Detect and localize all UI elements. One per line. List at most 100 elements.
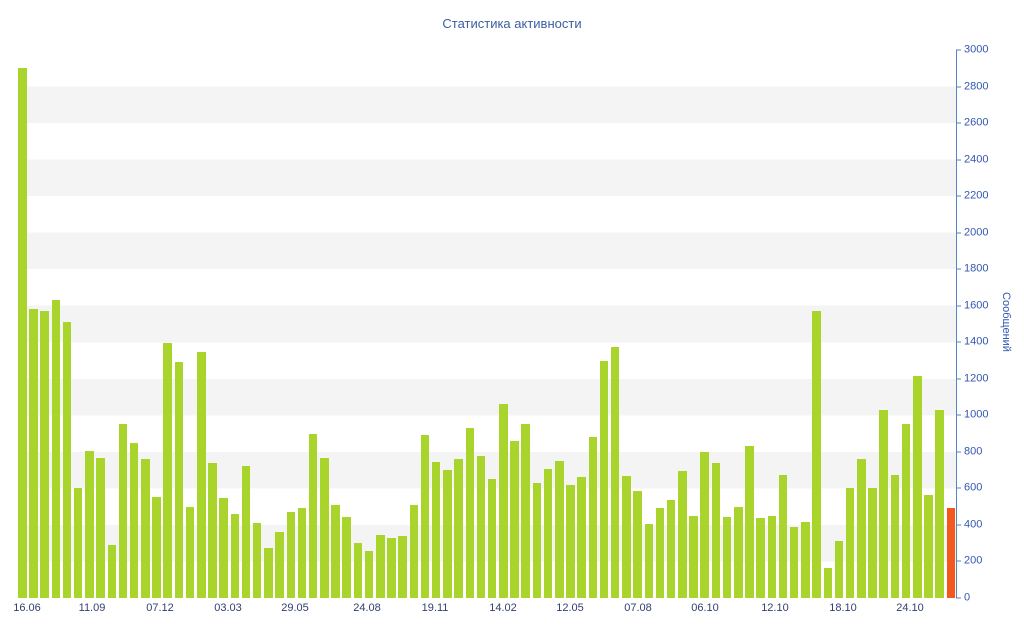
x-tick-label: 14.02 [489,602,517,614]
bar[interactable] [443,470,452,598]
bar[interactable] [711,462,721,598]
bar[interactable] [633,491,642,598]
bar[interactable] [577,477,586,598]
bar[interactable] [185,506,195,598]
bar[interactable] [845,487,855,598]
bar[interactable] [745,446,754,598]
bar[interactable] [129,442,139,598]
y-tick-label: 2600 [964,116,989,129]
bar[interactable] [555,461,564,598]
bar[interactable] [264,547,273,598]
bar[interactable] [51,300,61,598]
bar[interactable] [364,551,374,598]
bar[interactable] [935,409,944,598]
bar[interactable] [454,459,463,598]
bar[interactable] [901,424,911,598]
bar[interactable] [252,523,262,598]
bar[interactable] [722,516,732,598]
y-axis-labels: 0 200 400 600 800 1000 1200 1400 1600 1800 2000 220… [964,44,998,603]
bar[interactable] [868,487,877,598]
bar[interactable] [230,513,240,598]
y-tick-label: 0 [964,591,971,604]
bar[interactable] [353,543,363,598]
bar[interactable] [767,515,777,598]
bar[interactable] [588,437,598,598]
bar[interactable] [756,517,765,598]
bar[interactable] [85,450,94,598]
bar[interactable] [152,496,161,598]
bar[interactable] [801,522,810,598]
bar[interactable] [208,462,217,598]
bar[interactable] [521,424,530,598]
bar[interactable] [62,322,72,598]
bar[interactable] [219,498,228,598]
bar[interactable] [476,456,486,598]
bar[interactable] [689,515,698,598]
bar[interactable] [163,343,172,598]
bar[interactable] [778,474,788,598]
bar[interactable] [18,68,27,598]
y-tick-label: 1600 [964,299,989,312]
bar[interactable] [823,567,832,598]
bar[interactable] [566,484,575,598]
bar[interactable] [275,532,284,598]
bar[interactable] [398,535,407,598]
bar[interactable] [331,504,340,598]
y-tick-label: 1000 [964,408,989,421]
bar[interactable] [622,475,631,598]
y-tick-mark [956,49,961,51]
bar[interactable] [308,433,318,598]
bar[interactable] [40,311,49,598]
bar[interactable] [532,482,542,598]
bar[interactable] [890,474,900,598]
bar[interactable] [812,311,821,598]
bar[interactable] [834,541,844,598]
bar[interactable] [789,526,799,598]
bar[interactable] [420,435,430,598]
y-tick-label: 2800 [964,80,989,93]
bar[interactable] [297,507,307,598]
bar[interactable] [599,361,609,598]
bar[interactable] [734,506,743,598]
bar[interactable] [465,428,474,598]
bar[interactable] [241,465,251,598]
bar[interactable] [174,362,184,598]
bar[interactable] [678,471,687,598]
bar[interactable] [879,409,888,598]
bar[interactable] [29,309,38,598]
bar[interactable] [487,479,497,598]
y-axis-title: Сообщений [1000,292,1012,352]
bar[interactable] [857,459,866,598]
bar[interactable] [431,461,441,598]
bar[interactable] [499,404,508,598]
y-tick-mark [956,305,961,307]
bar[interactable] [73,488,83,598]
bar-highlighted[interactable] [946,507,956,598]
bar[interactable] [387,537,396,598]
y-axis-ticks [956,49,962,599]
bar[interactable] [913,376,922,598]
bar[interactable] [543,469,553,598]
y-tick-mark [956,414,961,416]
x-tick-label: 12.05 [556,602,584,614]
bar[interactable] [376,534,385,598]
bar[interactable] [409,504,419,598]
bar[interactable] [141,459,150,598]
bar[interactable] [107,545,116,598]
x-tick-label: 03.03 [214,602,242,614]
y-tick-mark [956,378,961,380]
bar[interactable] [666,500,676,598]
bar[interactable] [610,346,620,598]
bar[interactable] [286,512,295,598]
plot-area [18,50,956,598]
bar[interactable] [700,451,709,598]
bar[interactable] [320,458,329,598]
bar[interactable] [510,440,519,598]
bar[interactable] [655,507,665,598]
bar[interactable] [96,458,105,598]
bar[interactable] [118,423,128,598]
bar[interactable] [924,494,933,598]
bar[interactable] [342,516,351,598]
bar[interactable] [644,524,653,598]
bar[interactable] [197,352,206,598]
